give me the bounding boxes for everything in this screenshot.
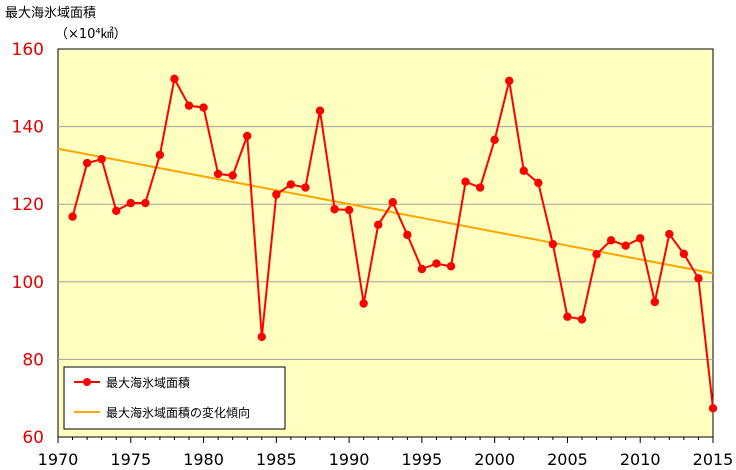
y-axis: 60 80 100 120 140 160 (12, 40, 44, 448)
data-point (272, 190, 281, 199)
data-point (155, 150, 165, 160)
data-point (403, 230, 412, 240)
data-point (82, 158, 92, 168)
gridlines (58, 126, 713, 360)
y-tick-label: 100 (12, 273, 44, 293)
data-point (315, 106, 325, 115)
data-point (621, 241, 630, 250)
data-point (679, 249, 689, 259)
data-point (563, 312, 572, 321)
data-point (417, 264, 427, 274)
legend: 最大海氷域面積 最大海氷域面積の変化傾向 (63, 366, 286, 430)
x-tick-label: 1975 (110, 450, 151, 469)
data-point (97, 154, 106, 164)
data-point (112, 206, 121, 215)
x-tick-label: 1995 (402, 450, 443, 469)
data-point (68, 212, 77, 221)
data-point (694, 274, 703, 283)
x-tick-label: 1985 (256, 450, 297, 469)
data-point (490, 135, 499, 144)
x-axis: 1970 1975 1980 1985 1990 1995 2000 2005 2010 2015 (38, 437, 734, 469)
data-point (359, 299, 368, 308)
data-point (141, 198, 150, 208)
data-point (548, 239, 558, 249)
y-tick-label: 140 (12, 118, 44, 138)
y-tick-label: 160 (12, 40, 44, 60)
x-tick-label: 1980 (183, 450, 224, 469)
data-point (243, 131, 252, 141)
data-point (446, 262, 456, 271)
data-point (708, 404, 718, 413)
data-point (432, 259, 441, 268)
data-point (301, 183, 310, 192)
legend-label-trend: 最大海氷域面積の変化傾向 (106, 405, 250, 420)
data-point (606, 236, 616, 245)
y-tick-label: 80 (22, 350, 44, 370)
data-point (344, 205, 354, 215)
data-point (374, 220, 383, 229)
x-tick-label: 1990 (329, 450, 370, 469)
legend-marker-observed (83, 378, 91, 386)
data-point (330, 205, 339, 214)
x-tick-label: 2010 (620, 450, 661, 469)
y-axis-label: 最大海氷域面積 (5, 6, 96, 21)
data-point (286, 180, 296, 189)
series-group (57, 74, 718, 413)
data-point (213, 169, 223, 179)
data-point (184, 101, 194, 110)
data-point (126, 198, 135, 208)
x-tick-label: 2005 (547, 450, 588, 469)
data-point (665, 229, 674, 239)
data-point (461, 177, 470, 186)
y-axis-unit: （×10⁴㎢） (55, 27, 127, 42)
data-point (592, 250, 601, 259)
data-point (199, 103, 208, 112)
y-tick-label: 120 (12, 195, 44, 215)
data-point (519, 166, 528, 176)
legend-box (63, 366, 286, 430)
x-tick-label: 2000 (474, 450, 515, 469)
data-point (636, 234, 645, 243)
data-point (388, 198, 397, 207)
data-point (228, 171, 237, 180)
data-point (577, 315, 587, 324)
data-point (257, 332, 266, 342)
trend-line (57, 147, 714, 275)
data-point (534, 178, 543, 188)
data-point (650, 297, 659, 307)
data-point (505, 76, 514, 86)
data-point (170, 74, 179, 84)
data-point (475, 183, 485, 192)
legend-label-observed: 最大海氷域面積 (106, 375, 190, 390)
x-tick-label: 1970 (38, 450, 79, 469)
x-tick-label: 2015 (693, 450, 734, 469)
y-tick-label: 60 (22, 428, 44, 448)
